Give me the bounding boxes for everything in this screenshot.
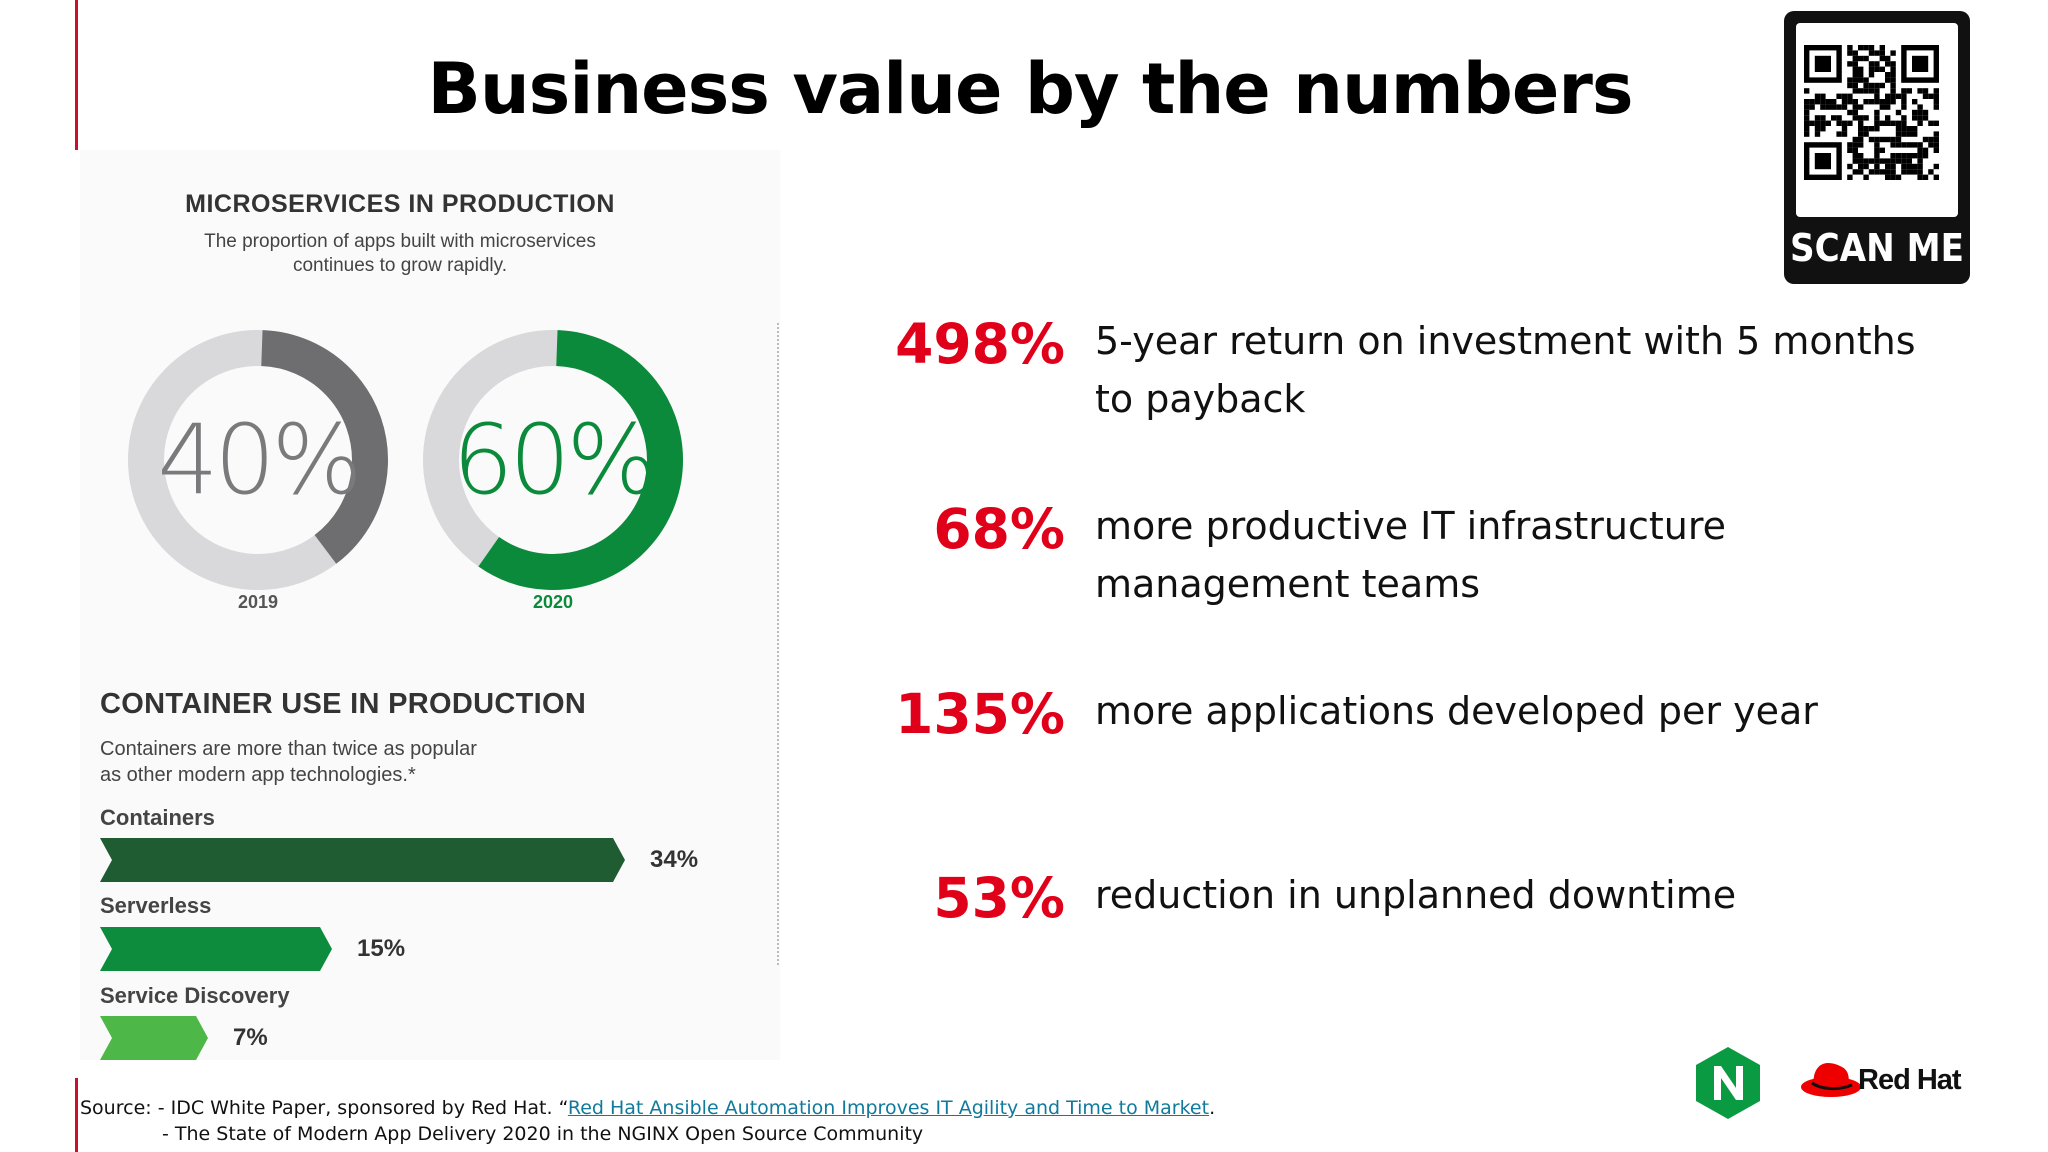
donut-2020: 60% bbox=[413, 320, 693, 600]
stat-text: more productive IT infrastructure manage… bbox=[1095, 497, 1995, 613]
source-line2: - The State of Modern App Delivery 2020 … bbox=[162, 1123, 924, 1145]
donut-svg bbox=[127, 330, 388, 591]
nginx-logo-icon bbox=[1693, 1045, 1763, 1121]
donut-slice-2019 bbox=[127, 330, 388, 591]
bar-serverless bbox=[100, 927, 332, 971]
bar-value-label: 34% bbox=[650, 846, 699, 873]
donut-2019: 40% bbox=[118, 320, 398, 600]
donut-year-2020: 2020 bbox=[532, 592, 574, 612]
stat-value: 68% bbox=[933, 497, 1065, 561]
stat-text-line1: reduction in unplanned downtime bbox=[1095, 873, 1737, 917]
microservices-subtitle: The proportion of apps built with micros… bbox=[80, 230, 720, 278]
slide-title: Business value by the numbers bbox=[427, 48, 1633, 130]
container-subtitle: Containers are more than twice as popula… bbox=[100, 736, 477, 788]
stat-text: more applications developed per year bbox=[1095, 682, 1995, 740]
source-citation: Source: - IDC White Paper, sponsored by … bbox=[80, 1093, 1215, 1123]
stat-text-line2: management teams bbox=[1095, 562, 1481, 606]
stat-value: 135% bbox=[895, 682, 1065, 746]
microservices-subtitle-line2: continues to grow rapidly. bbox=[292, 255, 508, 276]
stat-text-line1: 5-year return on investment with 5 month… bbox=[1095, 319, 1916, 363]
redhat-hat-icon bbox=[1798, 1055, 1868, 1103]
stat-value: 498% bbox=[895, 312, 1065, 376]
source-prefix: Source: - IDC White Paper, sponsored by … bbox=[80, 1097, 568, 1119]
bar-value-label: 7% bbox=[233, 1024, 268, 1051]
donut-value-label: 40% bbox=[157, 404, 362, 516]
container-subtitle-line2: as other modern app technologies.* bbox=[100, 764, 416, 786]
bar-category-label: Containers bbox=[100, 805, 215, 830]
scan-me-label: SCAN ME bbox=[1789, 226, 1965, 270]
source-link[interactable]: Red Hat Ansible Automation Improves IT A… bbox=[567, 1097, 1210, 1119]
bar-containers bbox=[100, 838, 625, 882]
redhat-logo-text: Red Hat bbox=[1858, 1064, 1962, 1096]
container-subtitle-line1: Containers are more than twice as popula… bbox=[100, 738, 477, 760]
infographic-panel: MICROSERVICES IN PRODUCTION The proporti… bbox=[80, 150, 780, 1060]
qr-code-card[interactable]: SCAN ME bbox=[1784, 11, 1970, 284]
source-suffix: . bbox=[1209, 1097, 1216, 1119]
donut-svg bbox=[423, 330, 683, 591]
bar-value-label: 15% bbox=[357, 935, 406, 962]
qr-code-icon bbox=[1796, 23, 1958, 217]
stat-text-line2: to payback bbox=[1095, 377, 1306, 421]
bar-category-label: Service Discovery bbox=[100, 983, 290, 1008]
stat-text-line1: more applications developed per year bbox=[1095, 689, 1818, 733]
stat-text-line1: more productive IT infrastructure bbox=[1095, 504, 1727, 548]
donut-year-2019: 2019 bbox=[237, 592, 279, 612]
stat-value: 53% bbox=[933, 866, 1065, 930]
donut-value-label: 60% bbox=[452, 404, 657, 516]
bar-service-discovery bbox=[100, 1016, 208, 1060]
microservices-subtitle-line1: The proportion of apps built with micros… bbox=[204, 231, 596, 252]
donut-slice-2020 bbox=[423, 330, 683, 591]
container-title: CONTAINER USE IN PRODUCTION bbox=[100, 688, 587, 720]
microservices-title: MICROSERVICES IN PRODUCTION bbox=[185, 190, 615, 218]
divider bbox=[777, 323, 779, 965]
stat-text: reduction in unplanned downtime bbox=[1095, 866, 1995, 924]
accent-line-bottom bbox=[75, 1078, 78, 1152]
stat-text: 5-year return on investment with 5 month… bbox=[1095, 312, 1995, 428]
bar-category-label: Serverless bbox=[100, 893, 212, 918]
accent-line-top bbox=[75, 0, 78, 150]
